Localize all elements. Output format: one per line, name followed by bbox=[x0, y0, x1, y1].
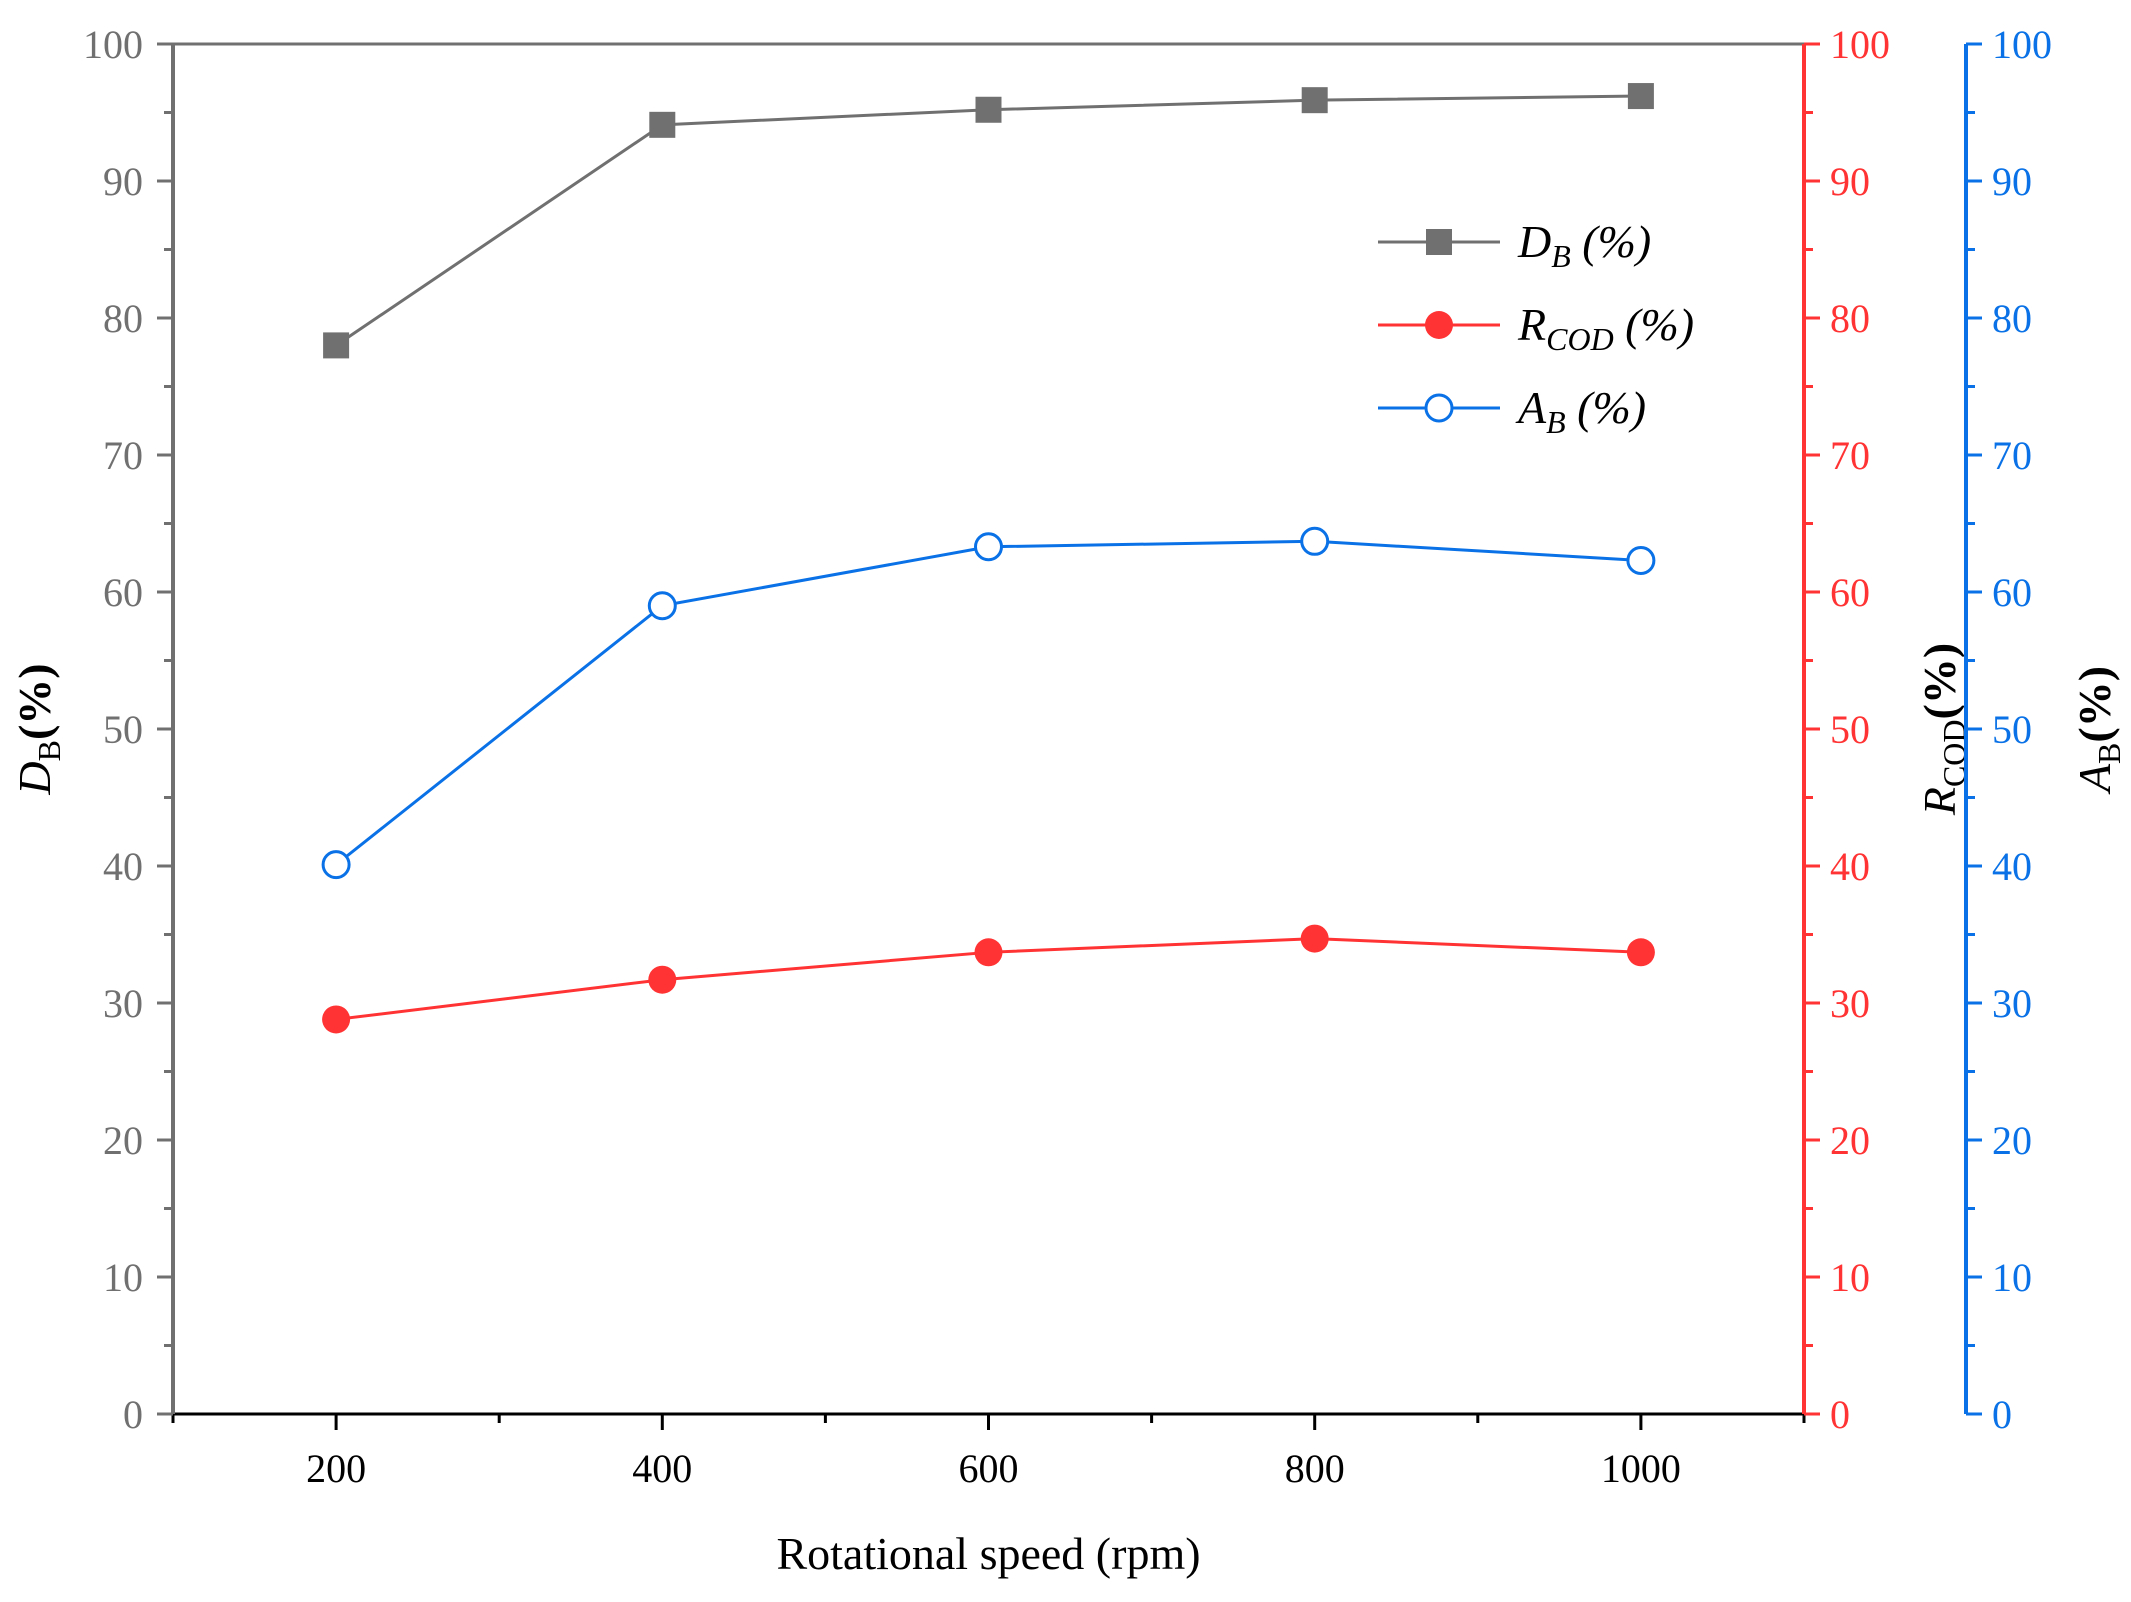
series-2-point bbox=[974, 532, 1003, 562]
right2-y-tick-label: 0 bbox=[1992, 1392, 2012, 1437]
right1-y-tick-label: 10 bbox=[1830, 1255, 1870, 1300]
series-1-point bbox=[322, 1005, 351, 1034]
left-y-tick-label: 60 bbox=[103, 570, 143, 615]
legend-marker-2 bbox=[1424, 393, 1454, 423]
left-y-tick-label: 50 bbox=[103, 707, 143, 752]
legend-label-0: DB (%) bbox=[1517, 216, 1651, 274]
right2-y-tick-label: 20 bbox=[1992, 1118, 2032, 1163]
axis-title-main: R bbox=[1914, 787, 1965, 816]
right1-y-tick-label: 80 bbox=[1830, 296, 1870, 341]
series-1-point bbox=[1626, 938, 1655, 967]
right2-y-axis-title: AB(%) bbox=[2069, 666, 2127, 795]
legend-label-main: A bbox=[1515, 382, 1547, 433]
right1-y-tick-label: 60 bbox=[1830, 570, 1870, 615]
right1-y-tick-label: 50 bbox=[1830, 707, 1870, 752]
legend-label-sub: B bbox=[1546, 404, 1566, 440]
legend-label-sub: B bbox=[1551, 238, 1571, 274]
axis-title-main: A bbox=[2069, 763, 2120, 795]
right1-y-axis-title: RCOD(%) bbox=[1914, 643, 1972, 816]
right1-y-tick-label: 40 bbox=[1830, 844, 1870, 889]
right1-y-tick-label: 100 bbox=[1830, 22, 1890, 67]
x-tick-label: 600 bbox=[959, 1446, 1019, 1491]
left-y-tick-label: 100 bbox=[83, 22, 143, 67]
legend-label-main: D bbox=[1517, 216, 1551, 267]
left-y-tick-label: 70 bbox=[103, 433, 143, 478]
axis-title-rest: (%) bbox=[2069, 666, 2120, 743]
axis-title-sub: B bbox=[31, 740, 67, 761]
right1-y-tick-label: 70 bbox=[1830, 433, 1870, 478]
right2-y-tick-label: 40 bbox=[1992, 844, 2032, 889]
right1-y-tick-label: 0 bbox=[1830, 1392, 1850, 1437]
legend-label-main: R bbox=[1517, 299, 1546, 350]
series-0-point bbox=[1627, 83, 1654, 110]
left-y-tick-label: 30 bbox=[103, 981, 143, 1026]
legend: DB (%)RCOD (%)AB (%) bbox=[1378, 216, 1694, 440]
series-2-point bbox=[1626, 545, 1656, 575]
series-2-point bbox=[321, 850, 351, 880]
right2-y-tick-label: 10 bbox=[1992, 1255, 2032, 1300]
axis-title-rest: (%) bbox=[9, 663, 60, 740]
legend-marker-0 bbox=[1426, 229, 1452, 255]
series-group bbox=[321, 83, 1656, 1034]
left-y-axis-title: DB(%) bbox=[9, 663, 67, 795]
x-axis-title: Rotational speed (rpm) bbox=[776, 1528, 1200, 1579]
series-2-point bbox=[1300, 526, 1330, 556]
series-0-point bbox=[323, 332, 350, 359]
legend-label-rest: (%) bbox=[1614, 299, 1694, 350]
legend-label-2: AB (%) bbox=[1515, 382, 1646, 440]
series-1-point bbox=[648, 965, 677, 994]
legend-label-rest: (%) bbox=[1571, 216, 1651, 267]
left-y-tick-label: 20 bbox=[103, 1118, 143, 1163]
x-tick-label: 200 bbox=[306, 1446, 366, 1491]
series-2-point bbox=[647, 591, 677, 621]
series-0-point bbox=[975, 96, 1002, 123]
x-tick-label: 400 bbox=[632, 1446, 692, 1491]
axis-title-rest: (%) bbox=[1914, 643, 1965, 720]
axis-title-main: D bbox=[9, 761, 60, 795]
legend-marker-1 bbox=[1425, 311, 1453, 339]
series-line-2 bbox=[335, 539, 1641, 866]
series-0-point bbox=[649, 111, 676, 138]
legend-label-rest: (%) bbox=[1566, 382, 1646, 433]
left-y-tick-label: 90 bbox=[103, 159, 143, 204]
right2-y-tick-label: 80 bbox=[1992, 296, 2032, 341]
series-0-point bbox=[1301, 87, 1328, 114]
left-y-tick-label: 10 bbox=[103, 1255, 143, 1300]
x-tick-label: 1000 bbox=[1601, 1446, 1681, 1491]
right2-y-tick-label: 30 bbox=[1992, 981, 2032, 1026]
axis-title-sub: B bbox=[2091, 743, 2127, 764]
legend-label-sub: COD bbox=[1546, 321, 1614, 357]
right1-y-tick-label: 90 bbox=[1830, 159, 1870, 204]
right2-y-tick-label: 100 bbox=[1992, 22, 2052, 67]
right2-y-tick-label: 50 bbox=[1992, 707, 2032, 752]
right2-y-tick-label: 60 bbox=[1992, 570, 2032, 615]
x-tick-label: 800 bbox=[1285, 1446, 1345, 1491]
left-y-tick-label: 80 bbox=[103, 296, 143, 341]
right2-y-tick-label: 90 bbox=[1992, 159, 2032, 204]
left-y-tick-label: 0 bbox=[123, 1392, 143, 1437]
series-1-point bbox=[1300, 924, 1329, 953]
legend-label-1: RCOD (%) bbox=[1517, 299, 1694, 357]
series-1-point bbox=[974, 938, 1003, 967]
right1-y-tick-label: 30 bbox=[1830, 981, 1870, 1026]
right1-y-tick-label: 20 bbox=[1830, 1118, 1870, 1163]
series-line-0 bbox=[335, 94, 1641, 347]
left-y-tick-label: 40 bbox=[103, 844, 143, 889]
right2-y-tick-label: 70 bbox=[1992, 433, 2032, 478]
